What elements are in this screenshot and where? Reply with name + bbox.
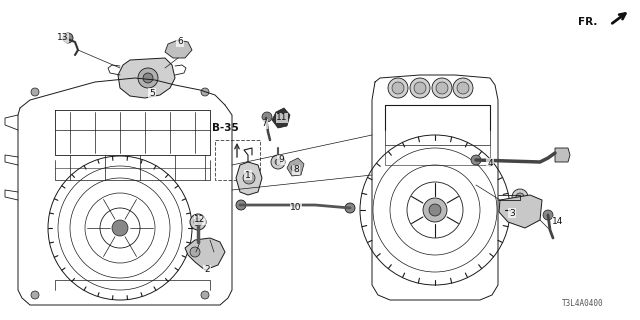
Text: 1: 1 <box>245 171 251 180</box>
Circle shape <box>201 291 209 299</box>
Circle shape <box>236 200 246 210</box>
Circle shape <box>392 82 404 94</box>
Circle shape <box>432 78 452 98</box>
Circle shape <box>138 68 158 88</box>
Text: 5: 5 <box>149 89 155 98</box>
Circle shape <box>143 73 153 83</box>
Text: 3: 3 <box>509 209 515 218</box>
Text: 8: 8 <box>293 165 299 174</box>
Circle shape <box>243 172 255 184</box>
Polygon shape <box>499 195 542 228</box>
Circle shape <box>423 198 447 222</box>
Polygon shape <box>272 108 290 128</box>
Circle shape <box>388 78 408 98</box>
Text: T3L4A0400: T3L4A0400 <box>563 299 604 308</box>
Circle shape <box>275 159 281 165</box>
Circle shape <box>63 33 73 43</box>
Circle shape <box>262 112 272 122</box>
Circle shape <box>453 78 473 98</box>
Circle shape <box>516 193 524 201</box>
Text: 9: 9 <box>278 156 284 164</box>
Text: 4: 4 <box>487 158 493 167</box>
Circle shape <box>194 218 202 226</box>
Polygon shape <box>185 238 225 270</box>
Text: 6: 6 <box>177 37 183 46</box>
Polygon shape <box>236 162 262 195</box>
Circle shape <box>345 203 355 213</box>
Circle shape <box>31 291 39 299</box>
Circle shape <box>457 82 469 94</box>
Circle shape <box>31 88 39 96</box>
Circle shape <box>291 165 297 171</box>
Text: B-35: B-35 <box>212 123 238 133</box>
Circle shape <box>271 155 285 169</box>
Circle shape <box>414 82 426 94</box>
Circle shape <box>112 220 128 236</box>
Polygon shape <box>165 40 192 58</box>
Circle shape <box>429 204 441 216</box>
Polygon shape <box>287 158 304 176</box>
Circle shape <box>410 78 430 98</box>
Text: 12: 12 <box>195 215 205 225</box>
Text: 2: 2 <box>204 266 210 275</box>
Text: 7: 7 <box>261 119 267 129</box>
Circle shape <box>512 189 528 205</box>
Polygon shape <box>555 148 570 162</box>
Circle shape <box>543 210 553 220</box>
Circle shape <box>471 155 481 165</box>
Circle shape <box>201 88 209 96</box>
Circle shape <box>436 82 448 94</box>
Text: FR.: FR. <box>578 17 597 27</box>
Text: 11: 11 <box>276 114 288 123</box>
Polygon shape <box>118 58 175 98</box>
Circle shape <box>190 214 206 230</box>
Text: 10: 10 <box>291 204 301 212</box>
Text: 14: 14 <box>552 218 564 227</box>
Text: 13: 13 <box>57 34 68 43</box>
Circle shape <box>190 247 200 257</box>
